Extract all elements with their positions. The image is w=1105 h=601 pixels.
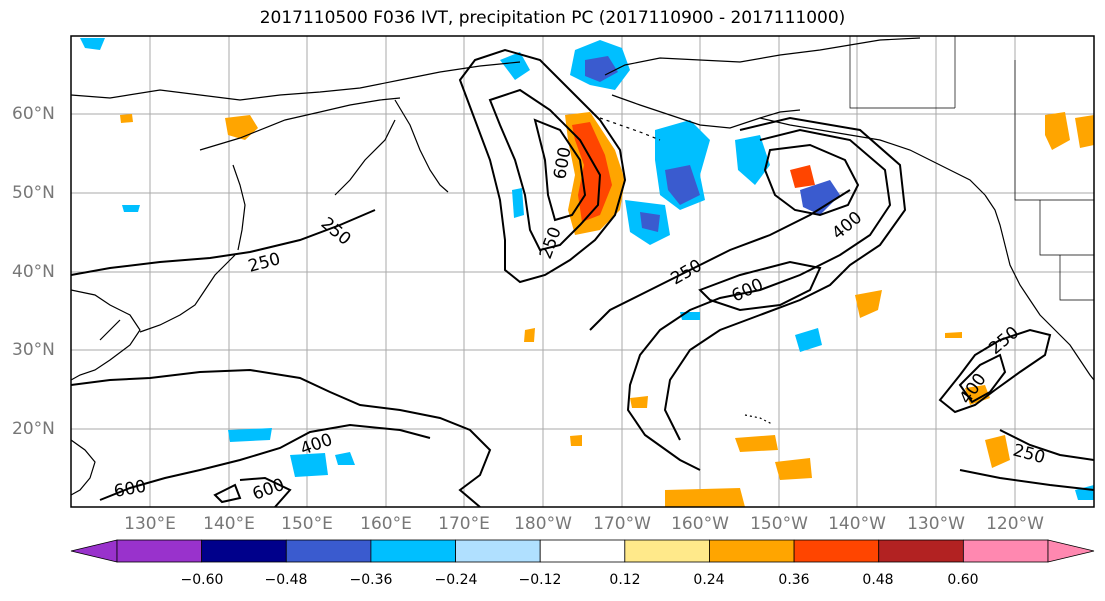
- lon-label-140e: 140°E: [203, 514, 255, 534]
- lon-label-130w: 130°W: [907, 514, 965, 534]
- colorbar-tick: 0.24: [693, 572, 725, 588]
- colorbar-segment: [539, 539, 626, 563]
- colorbar-tick: −0.36: [349, 572, 393, 588]
- lon-label-150w: 150°W: [750, 514, 808, 534]
- lat-label-60n: 60°N: [12, 104, 55, 124]
- colorbar-extend-right: [1047, 539, 1095, 563]
- lon-label-120w: 120°W: [986, 514, 1044, 534]
- lon-label-160w: 160°W: [671, 514, 729, 534]
- lat-label-20n: 20°N: [12, 419, 55, 439]
- colorbar-segment: [285, 539, 372, 563]
- colorbar-segment: [370, 539, 456, 563]
- lon-label-150e: 150°E: [281, 514, 333, 534]
- colorbar-tick: 0.36: [778, 572, 810, 588]
- colorbar-segment: [793, 539, 880, 563]
- colorbar-extend-left: [70, 539, 118, 563]
- colorbar-tick: −0.24: [434, 572, 478, 588]
- ivt-contours: [71, 48, 1094, 507]
- colorbar-segment: [624, 539, 710, 563]
- colorbar-tick: 0.60: [947, 572, 979, 588]
- lon-label-170e: 170°E: [438, 514, 490, 534]
- colorbar-segment: [878, 539, 964, 563]
- map-title: 2017110500 F036 IVT, precipitation PC (2…: [259, 8, 846, 28]
- lat-label-40n: 40°N: [12, 262, 55, 282]
- colorbar-segment: [201, 539, 287, 563]
- coastlines: [71, 37, 1094, 496]
- map-frame: [70, 35, 1095, 508]
- colorbar-tick: 0.48: [862, 572, 894, 588]
- lon-label-180w: 180°W: [514, 514, 572, 534]
- lon-label-160e: 160°E: [360, 514, 412, 534]
- colorbar-segment: [962, 539, 1049, 563]
- political-boundaries: [849, 36, 1094, 301]
- colorbar-segment: [455, 539, 541, 563]
- colorbar: [70, 539, 1095, 563]
- lon-label-170w: 170°W: [593, 514, 651, 534]
- lon-label-140w: 140°W: [828, 514, 886, 534]
- colorbar-tick: 0.12: [609, 572, 641, 588]
- colorbar-tick: −0.48: [264, 572, 308, 588]
- colorbar-tick: −0.60: [180, 572, 224, 588]
- lat-label-30n: 30°N: [12, 340, 55, 360]
- colorbar-tick: −0.12: [518, 572, 562, 588]
- colorbar-segment: [709, 539, 795, 563]
- colorbar-segment: [116, 539, 203, 563]
- lat-label-50n: 50°N: [12, 183, 55, 203]
- lon-label-130e: 130°E: [124, 514, 176, 534]
